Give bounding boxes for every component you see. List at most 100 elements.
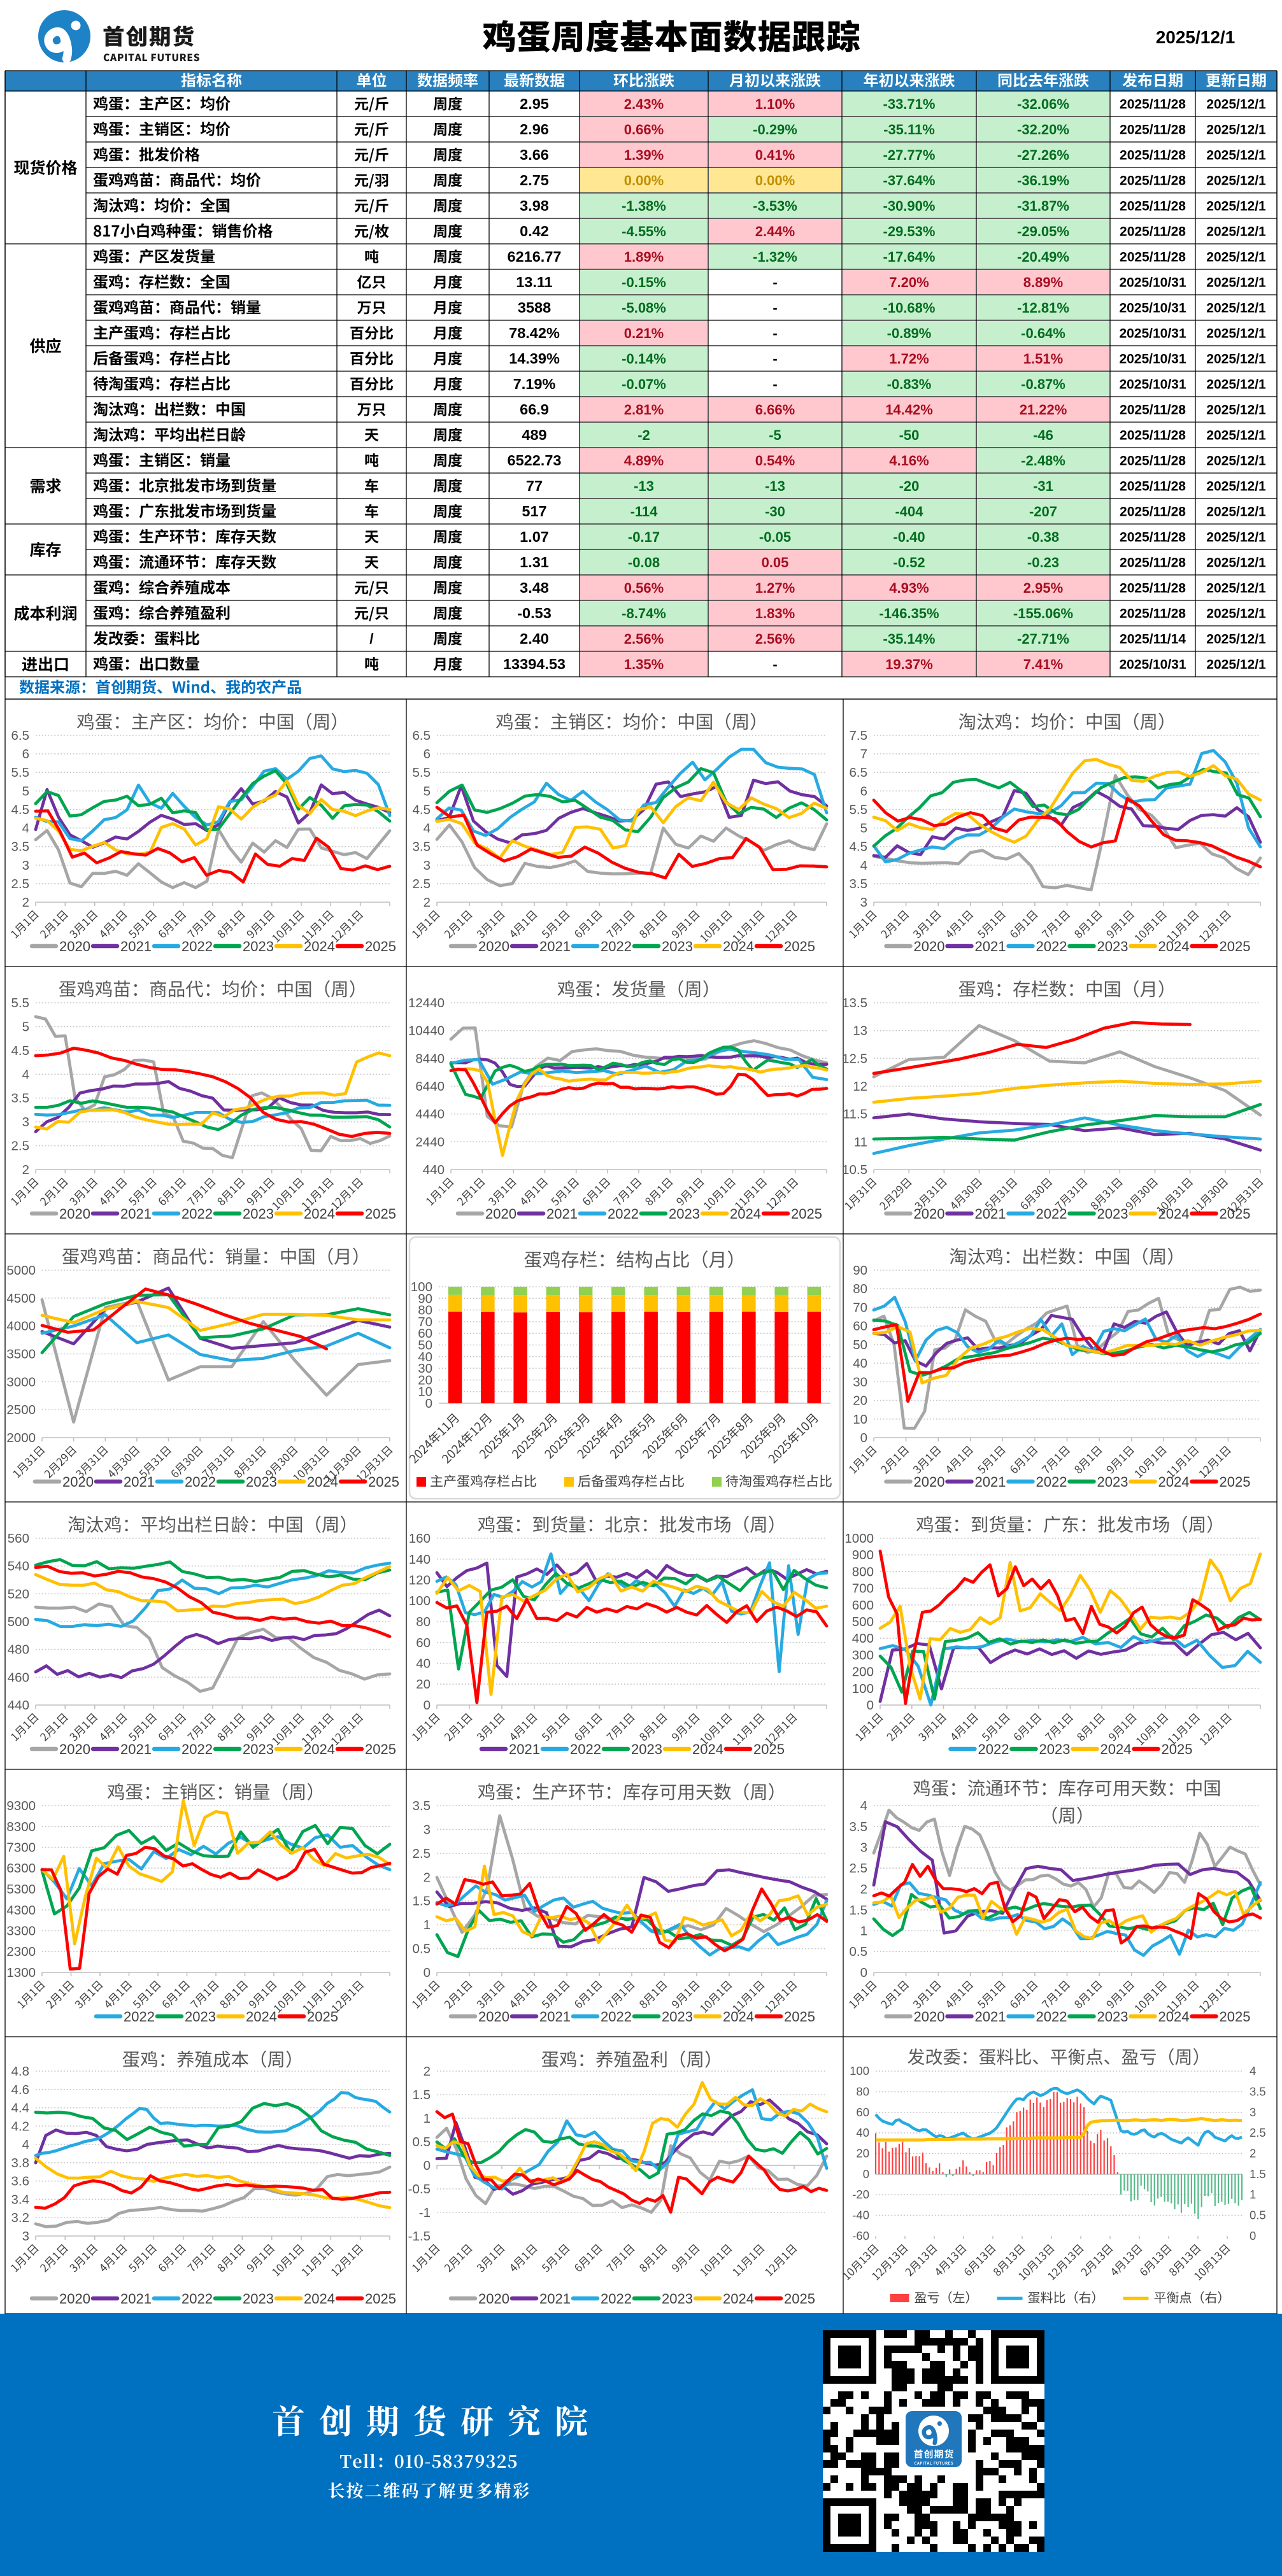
svg-text:2025/10/31: 2025/10/31 [1119,327,1186,341]
svg-text:700: 700 [852,1582,874,1596]
svg-text:2021: 2021 [120,1206,152,1222]
svg-text:2025/10/31: 2025/10/31 [1119,658,1186,672]
svg-text:2025: 2025 [307,2009,338,2025]
svg-text:2020: 2020 [478,938,509,954]
svg-text:7300: 7300 [6,1841,36,1855]
svg-text:0.42: 0.42 [520,223,549,239]
svg-text:1300: 1300 [6,1965,36,1980]
svg-text:80: 80 [418,1303,432,1318]
svg-text:2025/11/28: 2025/11/28 [1120,428,1186,443]
svg-text:-31.87%: -31.87% [1017,198,1069,214]
svg-text:540: 540 [8,1559,29,1574]
svg-text:3: 3 [424,1822,431,1837]
svg-text:2025: 2025 [365,1741,396,1757]
svg-text:100: 100 [850,2064,869,2077]
svg-text:50: 50 [418,1338,432,1353]
svg-text:2023: 2023 [669,1206,700,1222]
svg-text:2025/11/14: 2025/11/14 [1120,632,1186,647]
svg-text:2025/11/28: 2025/11/28 [1120,250,1186,265]
svg-text:1.5: 1.5 [1250,2167,1266,2181]
svg-text:4.5: 4.5 [413,802,431,817]
svg-text:2021: 2021 [975,1206,1006,1222]
svg-text:1.5: 1.5 [850,1903,868,1918]
svg-text:2025: 2025 [1162,1741,1193,1757]
svg-text:11: 11 [854,1135,867,1149]
svg-text:2025/11/28: 2025/11/28 [1120,479,1186,494]
svg-text:2023: 2023 [246,1474,277,1490]
svg-text:2021: 2021 [975,1474,1006,1490]
svg-text:7: 7 [860,747,867,761]
svg-text:4: 4 [860,1799,867,1813]
svg-text:1.27%: 1.27% [755,580,795,596]
svg-text:-3.53%: -3.53% [753,198,797,214]
svg-text:3.5: 3.5 [11,1091,30,1106]
svg-text:2025/12/1: 2025/12/1 [1206,658,1266,672]
svg-text:2022: 2022 [1036,1474,1067,1490]
svg-text:2: 2 [1250,2147,1256,2160]
svg-text:2000: 2000 [6,1431,36,1445]
svg-text:60: 60 [853,1319,867,1334]
svg-text:2022: 2022 [182,1206,213,1222]
svg-text:6522.73: 6522.73 [508,452,562,469]
svg-text:2.40: 2.40 [520,630,549,647]
svg-text:2022: 2022 [978,1741,1009,1757]
svg-text:2025/11/28: 2025/11/28 [1120,199,1186,214]
svg-text:3500: 3500 [6,1347,36,1362]
svg-text:300: 300 [852,1648,874,1662]
svg-text:2022: 2022 [601,2291,632,2307]
svg-text:4.8: 4.8 [11,2064,30,2079]
svg-text:100: 100 [409,1594,431,1608]
svg-text:2025/12/1: 2025/12/1 [1206,454,1266,469]
svg-text:-207: -207 [1029,504,1057,520]
svg-text:2025/12/1: 2025/12/1 [1206,276,1266,290]
svg-text:6.5: 6.5 [413,728,431,743]
svg-text:2024: 2024 [304,1741,335,1757]
svg-text:2023: 2023 [662,938,693,954]
svg-text:0.00%: 0.00% [624,173,664,188]
svg-text:2024: 2024 [304,938,335,954]
svg-text:2025: 2025 [365,1206,396,1222]
svg-text:13394.53: 13394.53 [503,656,566,672]
svg-text:2020: 2020 [485,1206,516,1222]
svg-text:0.41%: 0.41% [755,147,795,163]
svg-text:1: 1 [424,1918,431,1932]
svg-text:2025/11/28: 2025/11/28 [1120,505,1186,520]
svg-text:2: 2 [860,1882,867,1897]
svg-text:40: 40 [853,1356,867,1371]
svg-text:-36.19%: -36.19% [1017,173,1069,188]
svg-text:2025/11/28: 2025/11/28 [1120,123,1186,138]
svg-text:5000: 5000 [6,1263,36,1278]
svg-text:2020: 2020 [478,2009,509,2025]
svg-text:-30.90%: -30.90% [883,198,936,214]
svg-text:3: 3 [22,1115,29,1129]
svg-text:2023: 2023 [243,1206,274,1222]
svg-text:-29.05%: -29.05% [1017,223,1069,239]
svg-text:2025/11/28: 2025/11/28 [1120,403,1186,418]
svg-text:2025/11/28: 2025/11/28 [1120,530,1186,545]
svg-text:2022: 2022 [124,2009,155,2025]
svg-text:2021: 2021 [539,938,571,954]
svg-text:2024: 2024 [1100,1741,1132,1757]
svg-text:4.93%: 4.93% [889,580,929,596]
svg-text:-114: -114 [630,504,659,520]
svg-text:3: 3 [22,2229,29,2244]
svg-text:-8.74%: -8.74% [622,605,666,621]
svg-text:-0.64%: -0.64% [1021,325,1065,341]
svg-text:100: 100 [852,1681,874,1696]
svg-text:2025/10/31: 2025/10/31 [1119,301,1186,316]
svg-text:-33.71%: -33.71% [883,96,936,112]
svg-text:2025/11/28: 2025/11/28 [1120,581,1186,596]
svg-text:-: - [773,376,777,392]
svg-text:2025/12/1: 2025/12/1 [1206,352,1266,367]
svg-text:2024: 2024 [730,1206,761,1222]
svg-text:4300: 4300 [6,1903,36,1918]
svg-text:-12.81%: -12.81% [1017,300,1069,316]
svg-text:2025: 2025 [791,1206,822,1222]
svg-text:-0.17: -0.17 [628,529,660,545]
svg-text:5: 5 [22,784,29,798]
svg-text:2025: 2025 [753,1741,785,1757]
svg-text:1.10%: 1.10% [755,96,795,112]
svg-text:4: 4 [860,858,867,873]
svg-text:-: - [773,300,777,316]
svg-text:0: 0 [1250,2229,1256,2242]
